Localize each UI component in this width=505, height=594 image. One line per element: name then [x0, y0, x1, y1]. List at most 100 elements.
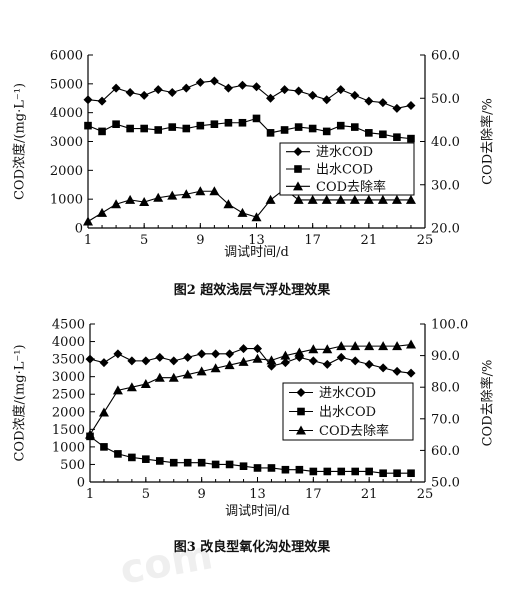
y2-tick-label: 20.0 — [431, 222, 460, 237]
data-point — [322, 95, 332, 105]
series-line — [87, 117, 412, 140]
data-point — [139, 90, 149, 100]
y2-axis-title: COD去除率/% — [480, 360, 496, 447]
data-point — [169, 458, 178, 467]
y2-tick-label: 70.0 — [431, 412, 460, 427]
data-point — [83, 216, 93, 226]
data-point — [209, 76, 219, 86]
data-point — [363, 194, 374, 204]
y2-tick-label: 90.0 — [431, 349, 460, 364]
legend-label: 出水COD — [319, 405, 376, 420]
y-axis-title: COD浓度/(mg·L⁻¹) — [12, 83, 28, 200]
data-point — [364, 341, 375, 351]
data-point — [322, 359, 332, 369]
data-point — [195, 186, 206, 196]
data-point — [140, 379, 151, 389]
data-point — [280, 126, 289, 134]
data-point — [350, 90, 360, 100]
data-point — [294, 86, 304, 96]
x-tick-label: 9 — [198, 487, 206, 502]
data-point — [84, 121, 92, 130]
y-tick-label: 4000 — [52, 335, 85, 350]
series-triangle — [83, 184, 416, 226]
data-point — [168, 123, 177, 131]
data-point — [225, 349, 235, 359]
data-point — [364, 96, 374, 106]
y-axis-title: COD浓度/(mg·L⁻¹) — [12, 344, 28, 461]
y2-tick-label: 30.0 — [431, 178, 460, 193]
data-point — [336, 352, 346, 362]
legend-label: 出水COD — [316, 163, 373, 178]
x-tick-label: 25 — [417, 487, 434, 502]
data-point — [378, 341, 389, 351]
data-point — [307, 194, 318, 204]
data-point — [294, 347, 305, 357]
data-point — [393, 133, 401, 141]
y-tick-label: 0 — [75, 222, 83, 237]
series-line — [87, 80, 412, 109]
series-square — [84, 114, 415, 143]
data-point — [111, 199, 122, 209]
data-point — [181, 189, 192, 199]
data-point — [98, 407, 109, 417]
data-point — [141, 356, 151, 366]
series-line — [89, 435, 412, 474]
data-point — [293, 194, 304, 204]
data-point — [224, 360, 235, 370]
data-point — [169, 356, 179, 366]
data-point — [252, 82, 261, 92]
series-square — [86, 432, 415, 478]
y-tick-label: 2000 — [50, 164, 83, 179]
data-point — [337, 467, 346, 476]
data-point — [197, 349, 207, 359]
data-point — [83, 95, 93, 105]
data-point — [281, 465, 290, 474]
data-point — [125, 194, 136, 204]
data-point — [295, 465, 304, 474]
y-tick-label: 3000 — [50, 135, 83, 150]
data-point — [407, 469, 415, 478]
data-point — [181, 83, 191, 93]
data-point — [153, 85, 163, 95]
data-point — [407, 134, 415, 143]
data-point — [392, 366, 402, 376]
chart-fig2: 0 1000 2000 3000 4000 5000 6000 20.0 30.0 40.0 50.… — [12, 49, 496, 299]
x-axis-title: 调试时间/d — [225, 504, 290, 519]
figure-page: 0 1000 2000 3000 4000 5000 6000 20.0 30.0 40.0 50.… — [12, 49, 496, 594]
data-point — [99, 358, 109, 368]
data-point — [335, 194, 346, 204]
data-point — [350, 123, 359, 131]
y2-tick-label: 100.0 — [431, 318, 468, 333]
data-point — [392, 103, 402, 113]
data-point — [153, 192, 164, 202]
figure-caption: 图2 超效浅层气浮处理效果 — [174, 282, 331, 298]
data-point — [266, 129, 275, 137]
y-tick-label: 3500 — [52, 353, 85, 368]
data-point — [378, 363, 388, 373]
y-tick-label: 3000 — [52, 370, 85, 385]
data-point — [114, 450, 122, 458]
x-tick-label: 1 — [84, 233, 92, 248]
data-point — [322, 127, 331, 136]
data-point — [155, 457, 164, 465]
data-point — [126, 124, 134, 133]
data-point — [154, 372, 165, 382]
data-point — [321, 194, 332, 204]
data-point — [349, 194, 360, 204]
data-point — [350, 356, 360, 366]
x-tick-label: 13 — [248, 233, 265, 248]
data-point — [391, 194, 402, 204]
legend-marker — [293, 147, 303, 157]
data-point — [183, 458, 192, 467]
data-point — [365, 467, 373, 476]
y-tick-label: 0 — [77, 476, 85, 491]
data-point — [379, 130, 387, 139]
data-point — [392, 341, 403, 351]
x-tick-label: 17 — [304, 233, 321, 248]
data-point — [237, 207, 248, 217]
data-point — [154, 126, 163, 134]
data-point — [308, 90, 318, 100]
x-tick-label: 13 — [249, 487, 266, 502]
